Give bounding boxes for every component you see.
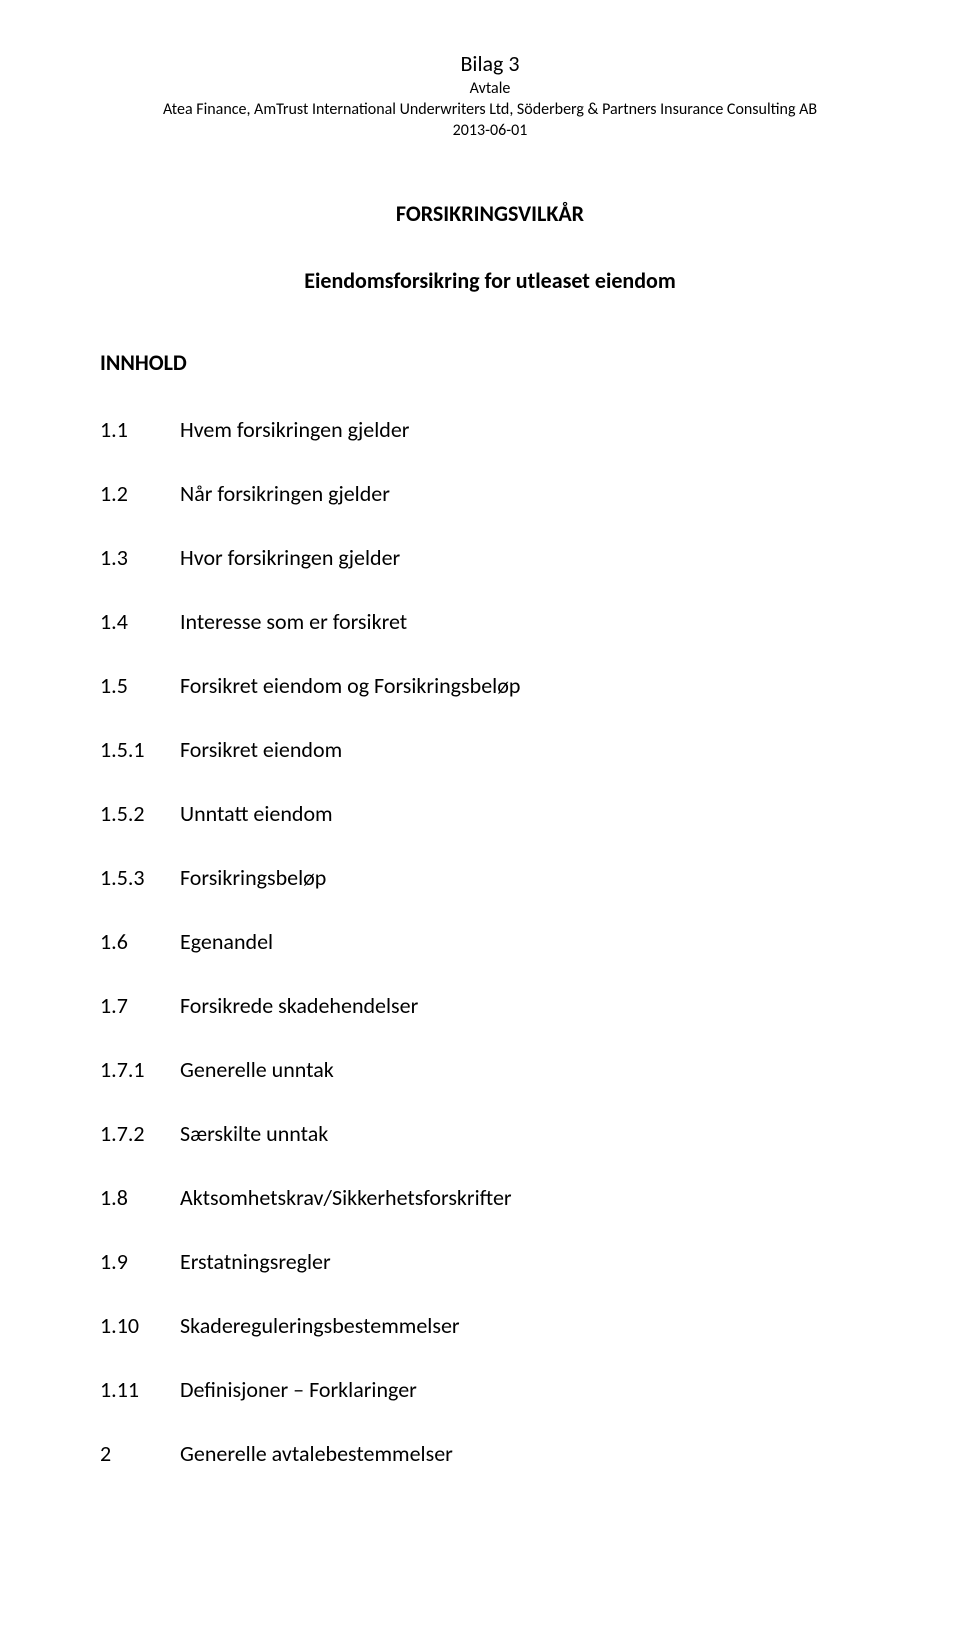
toc-text: Når forsikringen gjelder bbox=[180, 480, 880, 507]
toc-num: 1.3 bbox=[100, 544, 180, 571]
toc-text: Interesse som er forsikret bbox=[180, 608, 880, 635]
header-date: 2013-06-01 bbox=[100, 121, 880, 140]
toc-num: 1.4 bbox=[100, 608, 180, 635]
toc-num: 1.5 bbox=[100, 672, 180, 699]
toc-text: Egenandel bbox=[180, 928, 880, 955]
document-header: Bilag 3 Avtale Atea Finance, AmTrust Int… bbox=[100, 50, 880, 140]
toc-num: 1.5.1 bbox=[100, 736, 180, 763]
toc-num: 1.6 bbox=[100, 928, 180, 955]
header-parties: Atea Finance, AmTrust International Unde… bbox=[100, 100, 880, 119]
toc-list: 1.1 Hvem forsikringen gjelder 1.2 Når fo… bbox=[100, 416, 880, 1467]
toc-text: Forsikret eiendom bbox=[180, 736, 880, 763]
toc-item: 1.5 Forsikret eiendom og Forsikringsbelø… bbox=[100, 672, 880, 699]
toc-item: 1.4 Interesse som er forsikret bbox=[100, 608, 880, 635]
toc-item: 1.11 Definisjoner – Forklaringer bbox=[100, 1376, 880, 1403]
toc-num: 1.10 bbox=[100, 1312, 180, 1339]
toc-num: 1.1 bbox=[100, 416, 180, 443]
toc-num: 1.7 bbox=[100, 992, 180, 1019]
header-title: Bilag 3 bbox=[100, 50, 880, 77]
toc-text: Generelle avtalebestemmelser bbox=[180, 1440, 880, 1467]
toc-num: 1.7.2 bbox=[100, 1120, 180, 1147]
toc-num: 1.7.1 bbox=[100, 1056, 180, 1083]
toc-text: Hvem forsikringen gjelder bbox=[180, 416, 880, 443]
toc-num: 1.11 bbox=[100, 1376, 180, 1403]
toc-item: 1.9 Erstatningsregler bbox=[100, 1248, 880, 1275]
toc-item: 1.2 Når forsikringen gjelder bbox=[100, 480, 880, 507]
toc-item: 2 Generelle avtalebestemmelser bbox=[100, 1440, 880, 1467]
sub-title: Eiendomsforsikring for utleaset eiendom bbox=[100, 267, 880, 294]
toc-text: Unntatt eiendom bbox=[180, 800, 880, 827]
toc-text: Definisjoner – Forklaringer bbox=[180, 1376, 880, 1403]
toc-item: 1.8 Aktsomhetskrav/Sikkerhetsforskrifter bbox=[100, 1184, 880, 1211]
toc-text: Særskilte unntak bbox=[180, 1120, 880, 1147]
toc-num: 1.8 bbox=[100, 1184, 180, 1211]
toc-text: Hvor forsikringen gjelder bbox=[180, 544, 880, 571]
toc-num: 1.9 bbox=[100, 1248, 180, 1275]
toc-text: Forsikringsbeløp bbox=[180, 864, 880, 891]
toc-item: 1.10 Skadereguleringsbestemmelser bbox=[100, 1312, 880, 1339]
toc-item: 1.5.1 Forsikret eiendom bbox=[100, 736, 880, 763]
toc-text: Forsikrede skadehendelser bbox=[180, 992, 880, 1019]
toc-item: 1.7 Forsikrede skadehendelser bbox=[100, 992, 880, 1019]
toc-num: 2 bbox=[100, 1440, 180, 1467]
toc-text: Forsikret eiendom og Forsikringsbeløp bbox=[180, 672, 880, 699]
section-label: INNHOLD bbox=[100, 349, 880, 376]
toc-text: Skadereguleringsbestemmelser bbox=[180, 1312, 880, 1339]
toc-item: 1.1 Hvem forsikringen gjelder bbox=[100, 416, 880, 443]
toc-text: Aktsomhetskrav/Sikkerhetsforskrifter bbox=[180, 1184, 880, 1211]
main-title: FORSIKRINGSVILKÅR bbox=[100, 200, 880, 227]
toc-item: 1.7.2 Særskilte unntak bbox=[100, 1120, 880, 1147]
toc-text: Generelle unntak bbox=[180, 1056, 880, 1083]
toc-item: 1.6 Egenandel bbox=[100, 928, 880, 955]
toc-num: 1.5.2 bbox=[100, 800, 180, 827]
toc-item: 1.7.1 Generelle unntak bbox=[100, 1056, 880, 1083]
header-subtitle: Avtale bbox=[100, 79, 880, 98]
toc-item: 1.5.3 Forsikringsbeløp bbox=[100, 864, 880, 891]
toc-text: Erstatningsregler bbox=[180, 1248, 880, 1275]
toc-item: 1.5.2 Unntatt eiendom bbox=[100, 800, 880, 827]
toc-num: 1.5.3 bbox=[100, 864, 180, 891]
toc-num: 1.2 bbox=[100, 480, 180, 507]
toc-item: 1.3 Hvor forsikringen gjelder bbox=[100, 544, 880, 571]
